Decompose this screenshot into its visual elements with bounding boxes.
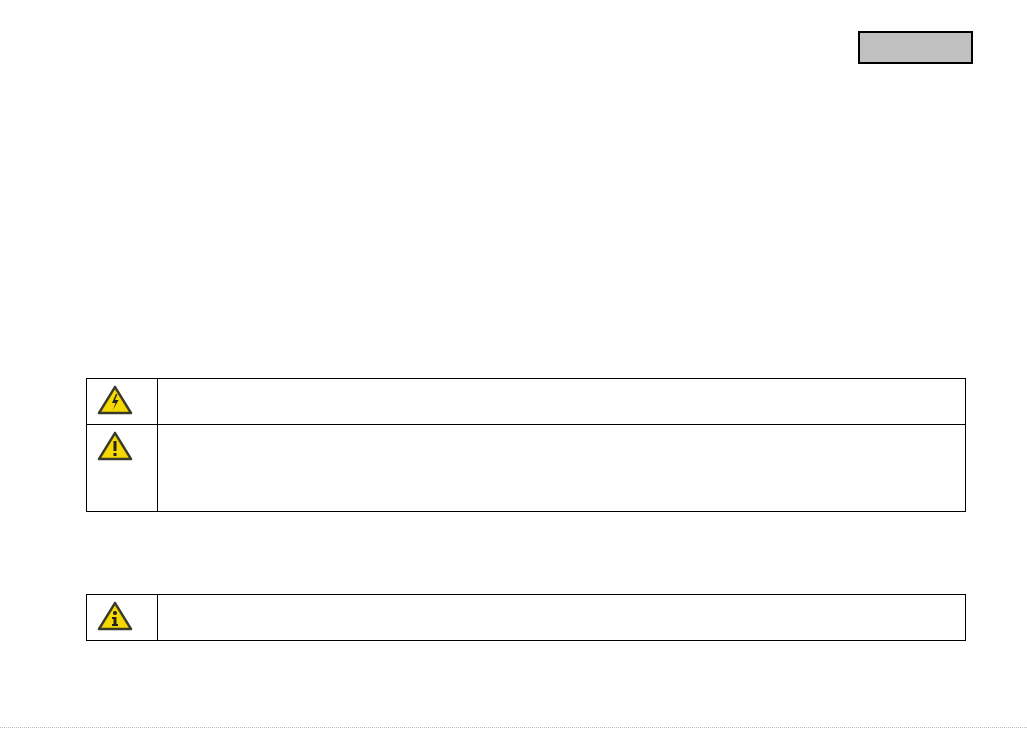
caution-text-cell	[157, 424, 966, 512]
high-voltage-warning-icon	[97, 385, 133, 415]
page-bottom-rule	[0, 727, 1027, 728]
warning-text-cell	[157, 378, 966, 425]
warning-table	[86, 378, 966, 512]
section-tab	[858, 31, 973, 64]
warning-row-caution	[86, 424, 966, 512]
note-row-info	[86, 594, 966, 641]
information-icon	[97, 601, 133, 631]
note-text-cell	[157, 594, 966, 641]
caution-warning-icon	[97, 431, 133, 461]
note-table	[86, 594, 966, 641]
warning-row-voltage	[86, 378, 966, 425]
